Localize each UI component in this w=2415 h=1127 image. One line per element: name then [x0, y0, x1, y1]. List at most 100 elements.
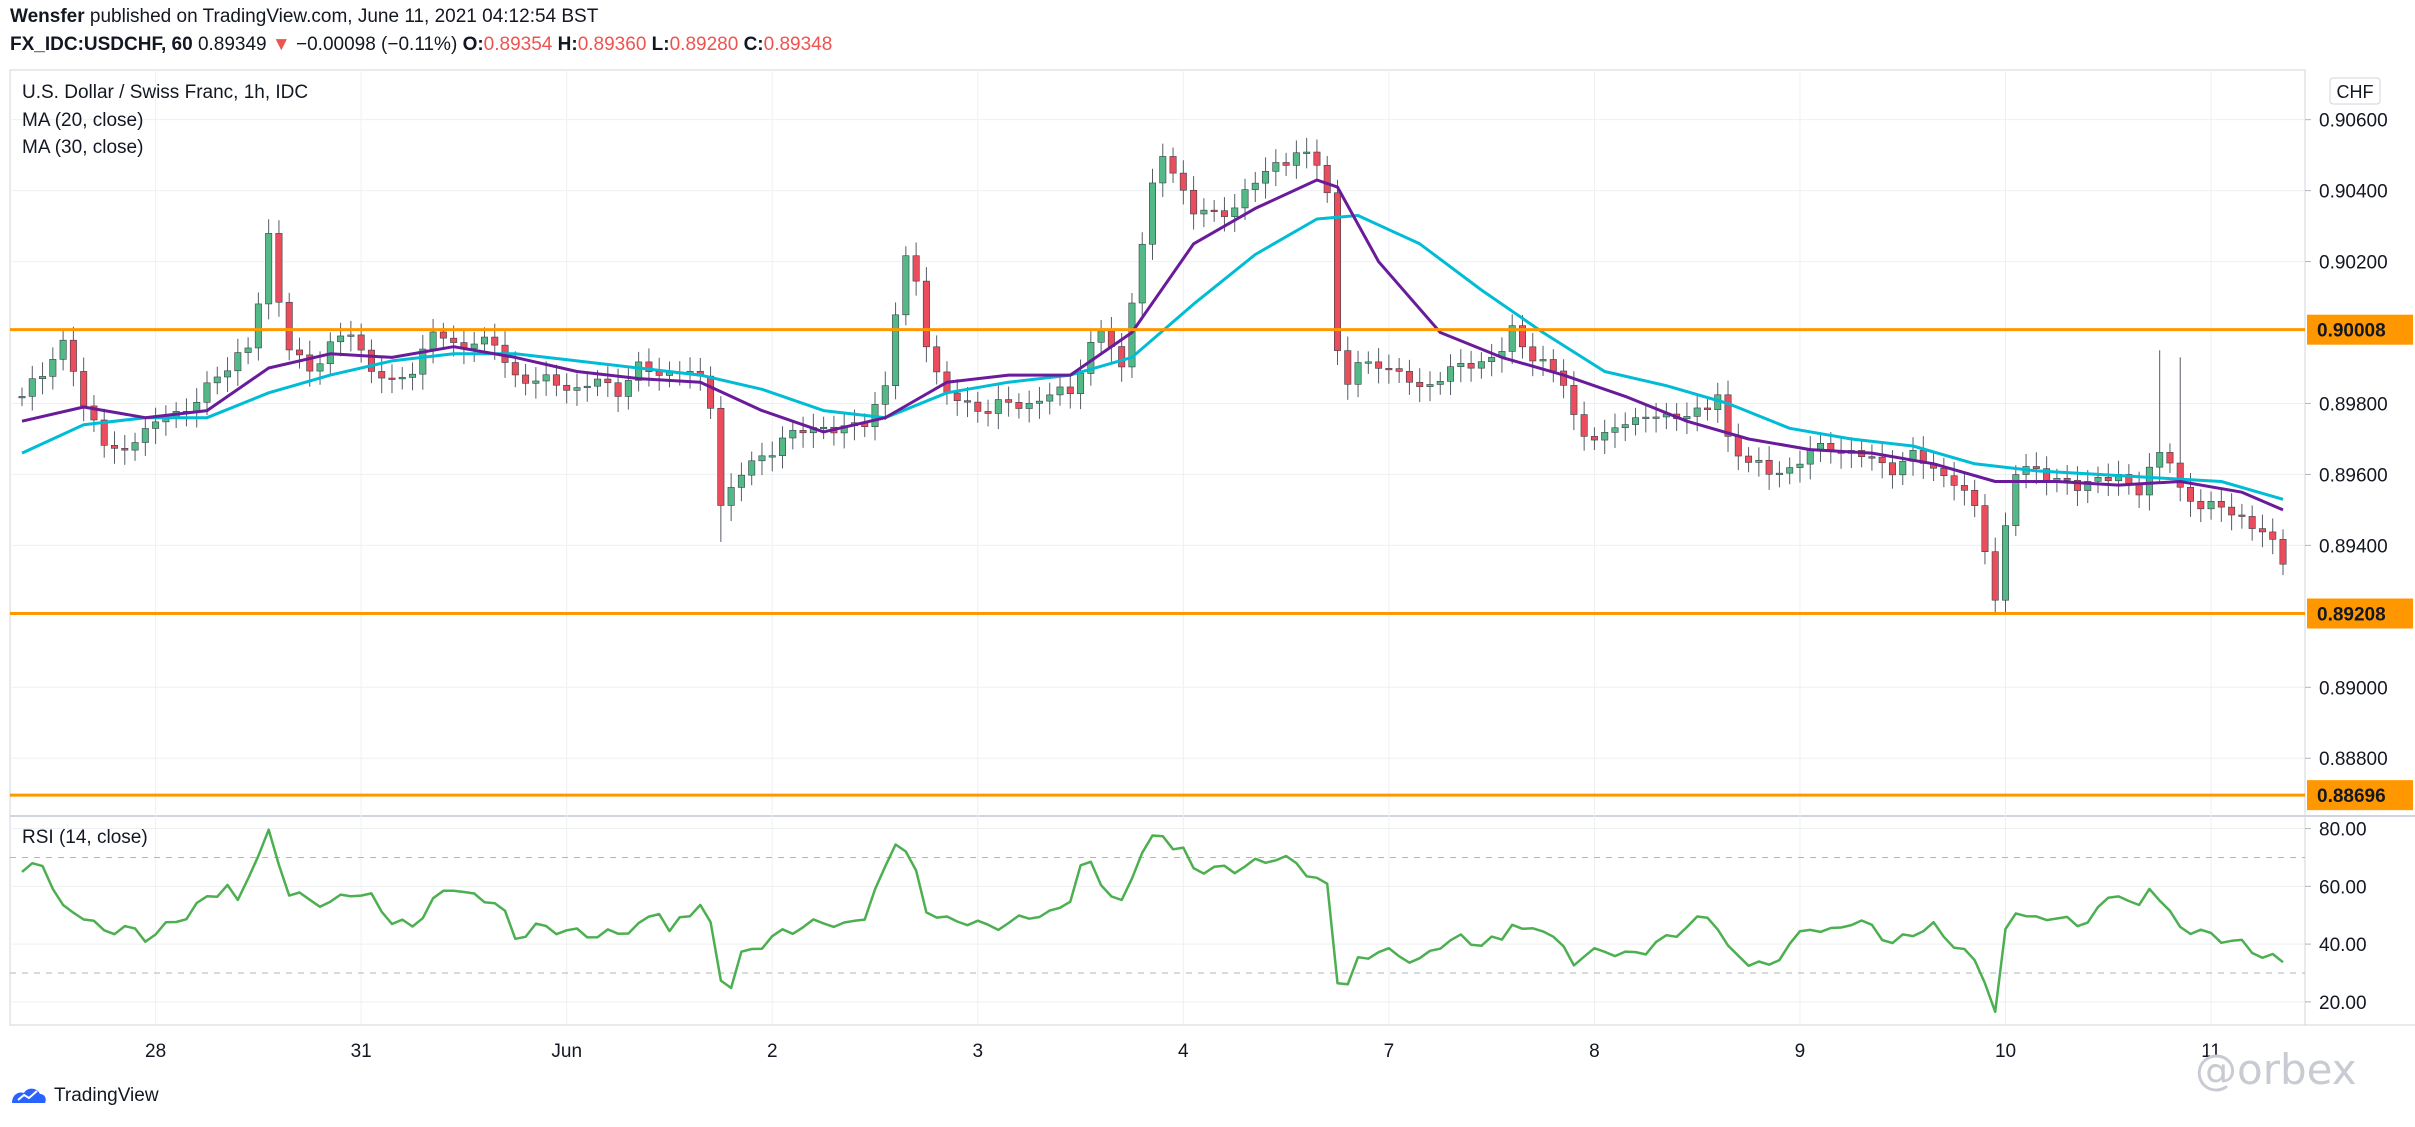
candle-body [2238, 514, 2246, 517]
candle-body [563, 384, 571, 391]
level-price-label: 0.89208 [2317, 604, 2386, 625]
candle-body [1457, 363, 1465, 367]
candle-body [59, 339, 67, 360]
low-value: 0.89280 [669, 34, 739, 55]
candle-body [1035, 400, 1043, 404]
candle-body [820, 426, 828, 430]
candle-body [1005, 399, 1013, 403]
candle-body [80, 371, 88, 407]
candle-body [1364, 361, 1372, 364]
candle-body [111, 445, 118, 449]
candle-body [953, 392, 961, 401]
candle-body [18, 396, 26, 399]
candle-body [1313, 151, 1321, 166]
level-price-tag [2307, 780, 2413, 811]
candle-body [1416, 381, 1424, 387]
instrument-legend: U.S. Dollar / Swiss Franc, 1h, IDC [22, 82, 309, 103]
candle-body [1703, 407, 1711, 410]
candle-body [1590, 436, 1598, 441]
candle-body [1282, 162, 1290, 166]
candle-body [439, 331, 447, 339]
candle-body [2248, 516, 2256, 529]
candle-body [480, 336, 488, 345]
level-price-label: 0.90008 [2317, 321, 2386, 342]
candle-body [2002, 525, 2009, 601]
candle-body [1549, 359, 1557, 372]
candle-body [2063, 478, 2071, 481]
candle-body [799, 430, 807, 434]
candle-body [1508, 325, 1516, 352]
candle-body [2084, 481, 2092, 491]
candle-body [2032, 466, 2040, 469]
candle-body [1868, 456, 1876, 459]
candle-body [2279, 539, 2287, 565]
candle-body [244, 347, 252, 353]
candle-body [1580, 414, 1588, 437]
candle-body [892, 314, 900, 386]
publisher-name[interactable]: Wensfer [10, 6, 85, 27]
candle-body [2228, 506, 2236, 516]
candle-body [131, 442, 139, 451]
ohlc-line: FX_IDC:USDCHF, 60 0.89349 ▼ −0.00098 (−0… [10, 34, 832, 56]
candle-body [1477, 361, 1485, 369]
candle-body [1488, 356, 1496, 362]
candle-body [912, 255, 920, 282]
candle-body [1950, 475, 1958, 486]
candle-body [1786, 467, 1794, 474]
change-value: −0.00098 (−0.11%) [296, 34, 458, 55]
candle-body [2104, 477, 2112, 482]
candle-body [881, 385, 889, 405]
y-tick-label: 0.89400 [2319, 536, 2388, 557]
candle-body [203, 382, 211, 403]
candle-body [1878, 456, 1886, 464]
close-value: 0.89348 [763, 34, 833, 55]
candle-body [1447, 366, 1455, 382]
candle-body [1601, 432, 1609, 441]
candle-body [121, 448, 129, 451]
candle-body [1138, 243, 1146, 304]
candle-body [1632, 417, 1640, 425]
candle-body [1395, 368, 1403, 372]
candle-body [141, 428, 149, 443]
level-price-label: 0.88696 [2317, 786, 2386, 807]
open-value: 0.89354 [483, 34, 553, 55]
candle-body [2156, 452, 2164, 468]
tradingview-footer[interactable]: TradingView [10, 1085, 159, 1107]
candle-body [727, 487, 735, 506]
open-label: O: [462, 34, 484, 55]
candle-body [964, 400, 971, 403]
candle-body [1529, 346, 1537, 362]
candle-body [2176, 462, 2184, 488]
candle-body [100, 419, 108, 446]
candle-body [470, 343, 478, 349]
candle-body [748, 460, 756, 476]
y-tick-label: 0.90600 [2319, 111, 2388, 132]
candle-body [994, 399, 1002, 414]
rsi-y-tick-label: 20.00 [2319, 993, 2367, 1014]
level-price-tag [2307, 314, 2413, 345]
candle-body [337, 335, 345, 343]
candle-body [1334, 192, 1341, 351]
candle-body [1292, 152, 1300, 166]
candle-body [152, 421, 160, 429]
candle-body [224, 370, 232, 378]
candle-body [1015, 402, 1023, 409]
candle-body [1940, 467, 1948, 477]
y-tick-label: 0.89000 [2319, 678, 2388, 699]
candle-body [296, 349, 303, 356]
currency-box [2329, 77, 2381, 105]
candle-body [1118, 346, 1126, 368]
candle-body [357, 334, 365, 351]
candle-body [779, 437, 787, 456]
candle-body [1899, 461, 1907, 476]
candle-body [1200, 209, 1208, 215]
candle-body [1025, 402, 1033, 409]
candle-body [1734, 436, 1742, 457]
candle-body [90, 405, 98, 421]
candle-body [285, 301, 293, 351]
candle-body [1262, 171, 1270, 184]
candle-body [1375, 361, 1383, 369]
candle-body [398, 377, 406, 380]
candle-body [409, 373, 417, 378]
